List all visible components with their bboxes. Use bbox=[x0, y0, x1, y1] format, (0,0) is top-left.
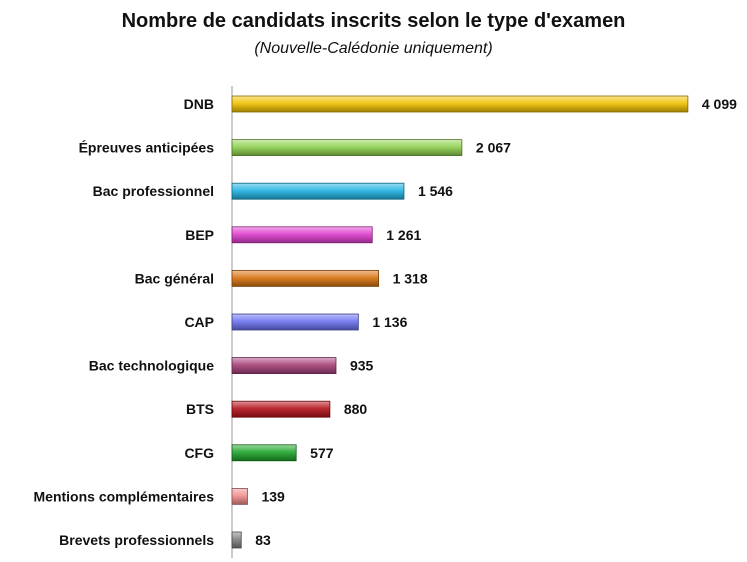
bar bbox=[231, 95, 689, 113]
category-label: DNB bbox=[184, 96, 214, 112]
data-label: 1 546 bbox=[418, 183, 453, 199]
bar bbox=[231, 226, 373, 244]
data-label: 1 318 bbox=[393, 270, 428, 286]
data-label: 880 bbox=[344, 401, 368, 417]
category-label: Épreuves anticipées bbox=[79, 140, 215, 156]
bar bbox=[231, 313, 359, 331]
data-label: 4 099 bbox=[702, 96, 737, 112]
data-label: 139 bbox=[261, 488, 285, 504]
data-label: 83 bbox=[255, 532, 271, 548]
bar bbox=[231, 400, 331, 418]
bar bbox=[231, 139, 463, 157]
data-label: 577 bbox=[310, 445, 334, 461]
category-label: Bac technologique bbox=[89, 358, 214, 374]
bar bbox=[231, 269, 379, 287]
chart-title: Nombre de candidats inscrits selon le ty… bbox=[121, 10, 626, 32]
data-label: 1 261 bbox=[386, 227, 421, 243]
category-label: Bac général bbox=[135, 270, 214, 286]
chart-subtitle: (Nouvelle-Calédonie uniquement) bbox=[254, 40, 493, 57]
category-label: CFG bbox=[184, 445, 214, 461]
bar bbox=[231, 444, 297, 462]
bar bbox=[231, 531, 242, 549]
data-label: 2 067 bbox=[476, 140, 511, 156]
category-label: Mentions complémentaires bbox=[34, 488, 215, 504]
category-label: BTS bbox=[186, 401, 214, 417]
data-label: 935 bbox=[350, 358, 374, 374]
data-label: 1 136 bbox=[372, 314, 407, 330]
category-label: CAP bbox=[184, 314, 214, 330]
category-label: BEP bbox=[185, 227, 214, 243]
bar bbox=[231, 487, 248, 505]
category-label: Brevets professionnels bbox=[59, 532, 214, 548]
category-label: Bac professionnel bbox=[93, 183, 214, 199]
bar bbox=[231, 182, 405, 200]
bar bbox=[231, 357, 337, 375]
